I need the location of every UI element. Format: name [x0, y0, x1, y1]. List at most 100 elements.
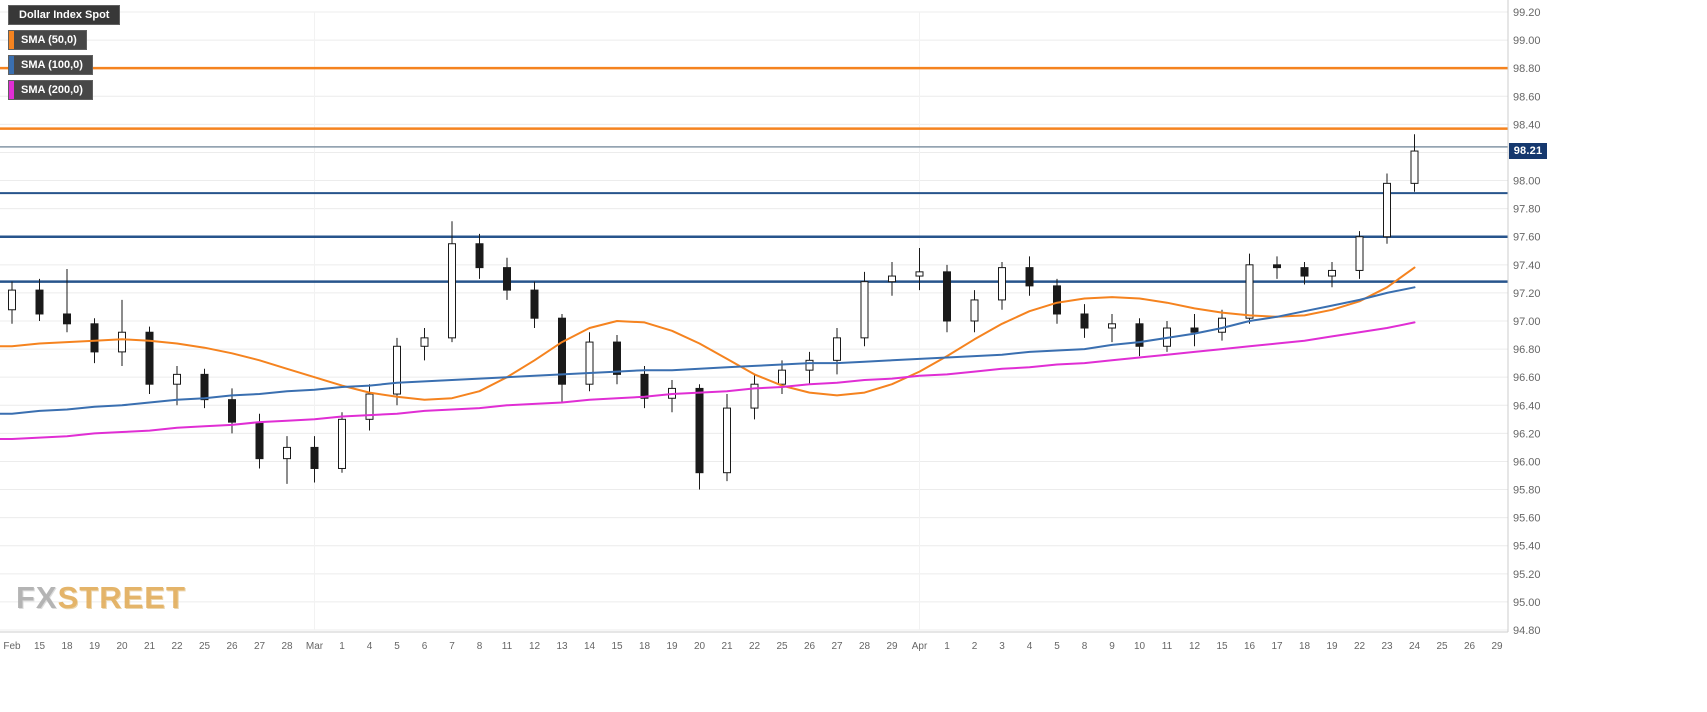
candle[interactable]	[118, 299, 126, 366]
candle[interactable]	[613, 335, 621, 385]
candle-body	[1053, 285, 1061, 315]
candle-body	[723, 407, 731, 474]
sma-200-badge[interactable]: SMA (200,0)	[8, 80, 93, 100]
candle[interactable]	[283, 436, 291, 484]
candle[interactable]	[778, 360, 786, 395]
sma-200-line[interactable]	[0, 321, 1416, 440]
candle-body	[750, 383, 759, 409]
candle[interactable]	[1190, 313, 1199, 347]
candlesticks[interactable]	[8, 134, 1419, 490]
candle[interactable]	[695, 384, 704, 490]
candle-body	[1218, 317, 1226, 333]
candle[interactable]	[145, 326, 154, 395]
candle[interactable]	[63, 269, 71, 333]
candle[interactable]	[35, 278, 44, 321]
instrument-badge[interactable]: Dollar Index Spot	[8, 5, 121, 25]
candle[interactable]	[530, 281, 539, 329]
candle[interactable]	[1108, 313, 1116, 343]
sma-50-line[interactable]	[0, 266, 1416, 401]
candle[interactable]	[915, 247, 924, 291]
y-axis: 99.2099.0098.8098.6098.4098.2098.0097.80…	[1513, 7, 1541, 637]
current-price-value: 98.21	[1513, 145, 1543, 157]
candle[interactable]	[1328, 262, 1336, 288]
x-axis-label: 25	[776, 641, 788, 652]
candle-body	[833, 337, 841, 361]
candle[interactable]	[1163, 321, 1171, 352]
candle[interactable]	[640, 365, 649, 409]
sma-100-label: SMA (100,0)	[21, 59, 83, 71]
candle-body	[640, 373, 649, 399]
candle[interactable]	[475, 233, 484, 279]
x-axis-label: 1	[339, 641, 345, 652]
candle[interactable]	[503, 257, 511, 300]
candle[interactable]	[1273, 256, 1281, 279]
candle[interactable]	[1410, 134, 1419, 192]
y-axis-label: 99.00	[1513, 35, 1541, 47]
candle[interactable]	[970, 290, 979, 333]
candle[interactable]	[310, 436, 319, 483]
candle[interactable]	[1355, 231, 1364, 279]
candle-body	[1135, 323, 1144, 347]
candle[interactable]	[558, 313, 566, 403]
candle[interactable]	[1218, 309, 1226, 341]
x-axis-label: 15	[34, 641, 46, 652]
candle[interactable]	[1383, 173, 1391, 244]
candle[interactable]	[338, 412, 346, 473]
candle[interactable]	[668, 379, 676, 413]
x-axis-label: 26	[804, 641, 816, 652]
sma-200-color-swatch	[9, 81, 14, 99]
candle-body	[1080, 313, 1089, 329]
candle-body	[1300, 267, 1309, 277]
y-axis-label: 98.80	[1513, 63, 1541, 75]
x-axis-label: 17	[1271, 641, 1283, 652]
x-axis-label: 22	[171, 641, 183, 652]
x-axis-label: 18	[1299, 641, 1311, 652]
candle[interactable]	[448, 221, 456, 343]
x-axis-label: 26	[226, 641, 238, 652]
candle[interactable]	[1053, 278, 1061, 324]
sma-100-badge[interactable]: SMA (100,0)	[8, 55, 93, 75]
x-axis-label: 28	[281, 641, 293, 652]
x-axis-label: 22	[1354, 641, 1366, 652]
y-axis-label: 96.00	[1513, 456, 1541, 468]
candle[interactable]	[998, 262, 1006, 310]
candle[interactable]	[943, 264, 951, 333]
x-axis-label: Feb	[3, 641, 21, 652]
candle[interactable]	[1080, 304, 1089, 338]
candle-body	[90, 323, 99, 353]
candle[interactable]	[805, 351, 814, 385]
candle[interactable]	[1300, 262, 1309, 285]
x-axis-label: 6	[422, 641, 428, 652]
candle[interactable]	[833, 328, 841, 375]
candle[interactable]	[860, 271, 869, 347]
x-axis-label: 1	[944, 641, 950, 652]
y-axis-label: 97.20	[1513, 288, 1541, 300]
sma-100-line[interactable]	[0, 286, 1416, 415]
candle[interactable]	[420, 328, 429, 361]
x-axis-label: 13	[556, 641, 568, 652]
candle[interactable]	[8, 281, 16, 324]
candle[interactable]	[393, 337, 401, 406]
y-axis-label: 95.60	[1513, 513, 1541, 525]
candle[interactable]	[750, 374, 759, 420]
candle[interactable]	[1025, 256, 1034, 296]
y-axis-label: 96.60	[1513, 372, 1541, 384]
candle[interactable]	[200, 368, 209, 409]
sma-50-color-swatch	[9, 31, 14, 49]
x-axis-label: 18	[61, 641, 73, 652]
sma-50-badge[interactable]: SMA (50,0)	[8, 30, 87, 50]
candle-body	[778, 369, 786, 385]
y-axis-label: 98.60	[1513, 91, 1541, 103]
candle-body	[1410, 150, 1419, 184]
candle-body	[1245, 264, 1254, 319]
candle[interactable]	[723, 394, 731, 482]
candle[interactable]	[1245, 253, 1254, 324]
candle[interactable]	[1135, 318, 1144, 357]
candle-body	[888, 275, 896, 283]
candle[interactable]	[585, 332, 594, 392]
x-axis-label: 21	[721, 641, 733, 652]
candle[interactable]	[888, 262, 896, 296]
y-axis-label: 96.40	[1513, 400, 1541, 412]
candle-body	[255, 421, 264, 460]
